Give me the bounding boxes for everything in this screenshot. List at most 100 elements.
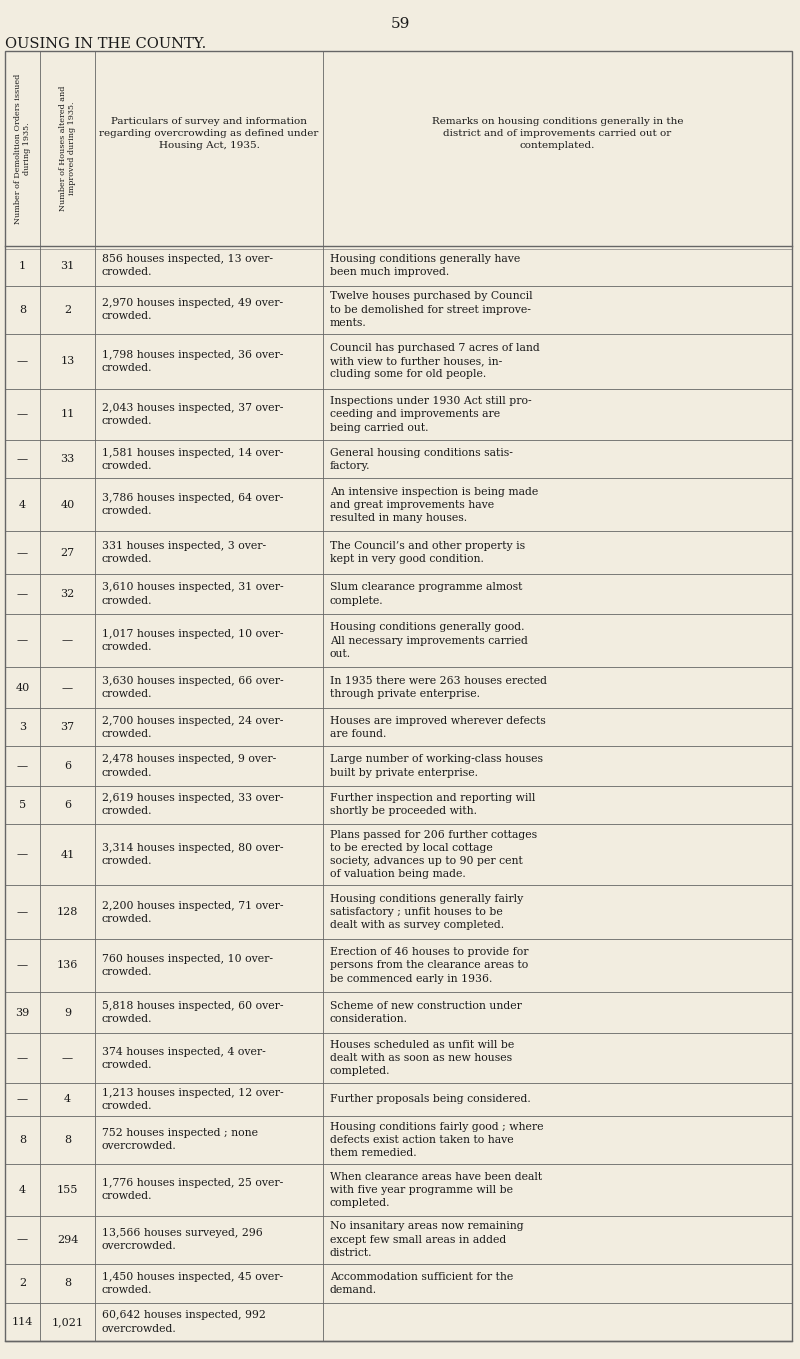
Text: 9: 9 [64,1007,71,1018]
Text: 40: 40 [15,682,30,693]
Text: 114: 114 [12,1317,33,1328]
Text: 27: 27 [61,548,74,557]
Text: Houses are improved wherever defects
are found.: Houses are improved wherever defects are… [330,716,546,739]
Text: 8: 8 [19,304,26,314]
Text: Further inspection and reporting will
shortly be proceeded with.: Further inspection and reporting will sh… [330,794,535,817]
Text: Slum clearance programme almost
complete.: Slum clearance programme almost complete… [330,583,522,606]
Text: 4: 4 [19,1185,26,1195]
Text: 8: 8 [64,1135,71,1144]
Text: —: — [17,454,28,465]
Text: Particulars of survey and information
regarding overcrowding as defined under
Ho: Particulars of survey and information re… [99,117,318,151]
Text: 41: 41 [60,849,74,859]
Text: 3,786 houses inspected, 64 over-
crowded.: 3,786 houses inspected, 64 over- crowded… [102,493,283,516]
Text: 3,314 houses inspected, 80 over-
crowded.: 3,314 houses inspected, 80 over- crowded… [102,843,283,866]
Text: —: — [17,1094,28,1105]
Text: —: — [62,636,73,646]
Text: Large number of working-class houses
built by private enterprise.: Large number of working-class houses bui… [330,754,543,777]
Text: Inspections under 1930 Act still pro-
ceeding and improvements are
being carried: Inspections under 1930 Act still pro- ce… [330,397,532,432]
Text: 1,450 houses inspected, 45 over-
crowded.: 1,450 houses inspected, 45 over- crowded… [102,1272,283,1295]
Text: 760 houses inspected, 10 over-
crowded.: 760 houses inspected, 10 over- crowded. [102,954,273,977]
Text: Council has purchased 7 acres of land
with view to further houses, in-
cluding s: Council has purchased 7 acres of land wi… [330,342,540,379]
Text: The Council’s and other property is
kept in very good condition.: The Council’s and other property is kept… [330,541,525,564]
Text: 2,619 houses inspected, 33 over-
crowded.: 2,619 houses inspected, 33 over- crowded… [102,794,283,817]
Text: 1,021: 1,021 [51,1317,83,1328]
Text: When clearance areas have been dealt
with five year programme will be
completed.: When clearance areas have been dealt wit… [330,1171,542,1208]
Text: 4: 4 [19,500,26,510]
Text: Housing conditions generally good.
All necessary improvements carried
out.: Housing conditions generally good. All n… [330,622,528,659]
Text: Housing conditions generally fairly
satisfactory ; unfit houses to be
dealt with: Housing conditions generally fairly sati… [330,894,523,931]
Text: —: — [17,1234,28,1245]
Text: Number of Houses altered and
improved during 1935.: Number of Houses altered and improved du… [58,86,77,211]
Text: Accommodation sufficient for the
demand.: Accommodation sufficient for the demand. [330,1272,514,1295]
Text: 2: 2 [19,1279,26,1288]
Text: Housing conditions fairly good ; where
defects exist action taken to have
them r: Housing conditions fairly good ; where d… [330,1121,543,1158]
Text: 8: 8 [19,1135,26,1144]
Text: In 1935 there were 263 houses erected
through private enterprise.: In 1935 there were 263 houses erected th… [330,677,547,700]
Text: Number of Demolition Orders issued
during 1935.: Number of Demolition Orders issued durin… [14,73,31,224]
Text: 1,581 houses inspected, 14 over-
crowded.: 1,581 houses inspected, 14 over- crowded… [102,447,283,470]
Text: 1,017 houses inspected, 10 over-
crowded.: 1,017 houses inspected, 10 over- crowded… [102,629,283,652]
Text: 6: 6 [64,761,71,771]
Text: 8: 8 [64,1279,71,1288]
Text: 32: 32 [60,588,74,599]
Text: —: — [17,849,28,859]
Text: 4: 4 [64,1094,71,1105]
Text: 31: 31 [60,261,74,270]
Text: 3: 3 [19,723,26,733]
Text: Housing conditions generally have
been much improved.: Housing conditions generally have been m… [330,254,520,277]
Text: —: — [62,682,73,693]
Text: 40: 40 [60,500,74,510]
Text: 37: 37 [61,723,74,733]
Text: 2,043 houses inspected, 37 over-
crowded.: 2,043 houses inspected, 37 over- crowded… [102,402,283,427]
Text: 5,818 houses inspected, 60 over-
crowded.: 5,818 houses inspected, 60 over- crowded… [102,1002,283,1025]
Text: 11: 11 [60,409,74,420]
Text: 2,700 houses inspected, 24 over-
crowded.: 2,700 houses inspected, 24 over- crowded… [102,716,283,739]
Text: 13,566 houses surveyed, 296
overcrowded.: 13,566 houses surveyed, 296 overcrowded. [102,1229,262,1252]
Text: 59: 59 [390,18,410,31]
Text: Remarks on housing conditions generally in the
district and of improvements carr: Remarks on housing conditions generally … [432,117,683,151]
Text: Plans passed for 206 further cottages
to be erected by local cottage
society, ad: Plans passed for 206 further cottages to… [330,830,537,879]
Text: 13: 13 [60,356,74,366]
Text: Twelve houses purchased by Council
to be demolished for street improve-
ments.: Twelve houses purchased by Council to be… [330,291,533,328]
Text: OUSING IN THE COUNTY.: OUSING IN THE COUNTY. [5,37,206,52]
Text: —: — [17,409,28,420]
Text: 294: 294 [57,1234,78,1245]
Text: —: — [17,588,28,599]
Text: 374 houses inspected, 4 over-
crowded.: 374 houses inspected, 4 over- crowded. [102,1046,266,1070]
Text: 39: 39 [15,1007,30,1018]
Text: Erection of 46 houses to provide for
persons from the clearance areas to
be comm: Erection of 46 houses to provide for per… [330,947,529,984]
Text: 331 houses inspected, 3 over-
crowded.: 331 houses inspected, 3 over- crowded. [102,541,266,564]
Text: 2,200 houses inspected, 71 over-
crowded.: 2,200 houses inspected, 71 over- crowded… [102,901,283,924]
Text: 128: 128 [57,906,78,917]
Text: 1: 1 [19,261,26,270]
Text: 3,630 houses inspected, 66 over-
crowded.: 3,630 houses inspected, 66 over- crowded… [102,677,284,700]
Text: —: — [17,906,28,917]
Text: An intensive inspection is being made
and great improvements have
resulted in ma: An intensive inspection is being made an… [330,487,538,523]
Text: —: — [17,961,28,970]
Text: Scheme of new construction under
consideration.: Scheme of new construction under conside… [330,1002,522,1025]
Text: —: — [17,548,28,557]
Text: 1,776 houses inspected, 25 over-
crowded.: 1,776 houses inspected, 25 over- crowded… [102,1178,283,1201]
Text: General housing conditions satis-
factory.: General housing conditions satis- factor… [330,447,513,470]
Text: 2: 2 [64,304,71,314]
Text: 60,642 houses inspected, 992
overcrowded.: 60,642 houses inspected, 992 overcrowded… [102,1310,266,1333]
Text: 136: 136 [57,961,78,970]
Text: 5: 5 [19,799,26,810]
Text: 155: 155 [57,1185,78,1195]
Text: —: — [17,636,28,646]
Text: 1,213 houses inspected, 12 over-
crowded.: 1,213 houses inspected, 12 over- crowded… [102,1089,284,1112]
Text: No insanitary areas now remaining
except few small areas in added
district.: No insanitary areas now remaining except… [330,1222,524,1258]
Text: —: — [62,1053,73,1063]
Text: 3,610 houses inspected, 31 over-
crowded.: 3,610 houses inspected, 31 over- crowded… [102,583,284,606]
Text: —: — [17,356,28,366]
Text: Houses scheduled as unfit will be
dealt with as soon as new houses
completed.: Houses scheduled as unfit will be dealt … [330,1040,514,1076]
Text: 6: 6 [64,799,71,810]
Text: 1,798 houses inspected, 36 over-
crowded.: 1,798 houses inspected, 36 over- crowded… [102,349,283,372]
Text: Further proposals being considered.: Further proposals being considered. [330,1094,530,1105]
Text: 856 houses inspected, 13 over-
crowded.: 856 houses inspected, 13 over- crowded. [102,254,273,277]
Text: 752 houses inspected ; none
overcrowded.: 752 houses inspected ; none overcrowded. [102,1128,258,1151]
Text: 2,970 houses inspected, 49 over-
crowded.: 2,970 houses inspected, 49 over- crowded… [102,298,283,321]
Text: 2,478 houses inspected, 9 over-
crowded.: 2,478 houses inspected, 9 over- crowded. [102,754,276,777]
Text: —: — [17,1053,28,1063]
Text: —: — [17,761,28,771]
